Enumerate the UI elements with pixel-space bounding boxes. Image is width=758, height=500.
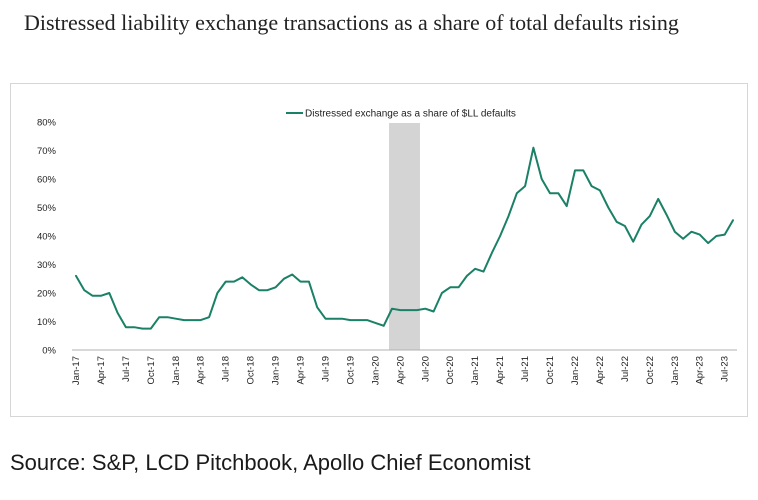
legend-label: Distressed exchange as a share of $LL de… xyxy=(305,109,516,120)
x-tick-label: Oct-21 xyxy=(545,356,556,385)
y-tick-label: 20% xyxy=(37,289,57,300)
y-tick-label: 70% xyxy=(37,146,57,157)
x-tick-label: Apr-19 xyxy=(296,356,307,385)
x-tick-label: Jan-21 xyxy=(470,356,481,385)
x-tick-label: Jul-19 xyxy=(320,356,331,382)
y-tick-label: 0% xyxy=(42,346,56,357)
x-tick-label: Jul-20 xyxy=(420,356,431,382)
x-tick-label: Jul-23 xyxy=(720,356,731,382)
x-tick-label: Jul-18 xyxy=(221,356,232,382)
x-tick-label: Jul-21 xyxy=(520,356,531,382)
y-tick-label: 50% xyxy=(37,203,57,214)
x-tick-label: Jan-20 xyxy=(370,356,381,385)
x-tick-label: Oct-17 xyxy=(146,356,157,385)
x-tick-label: Apr-22 xyxy=(595,356,606,385)
x-tick-label: Apr-20 xyxy=(395,356,406,385)
y-tick-label: 60% xyxy=(37,175,57,186)
x-tick-label: Apr-17 xyxy=(96,356,107,385)
x-tick-label: Jan-22 xyxy=(570,356,581,385)
line-chart: 0% 10% 20% 30% 40% 50% 60% 70% 80% Jan-17 Apr-17 Ju… xyxy=(37,109,737,385)
chart-frame: 0% 10% 20% 30% 40% 50% 60% 70% 80% Jan-17 Apr-17 Ju… xyxy=(10,83,748,417)
x-tick-label: Jan-17 xyxy=(71,356,82,385)
x-tick-label: Oct-22 xyxy=(645,356,656,385)
chart-title: Distressed liability exchange transactio… xyxy=(24,10,679,35)
x-tick-label: Apr-23 xyxy=(695,356,706,385)
x-tick-label: Jan-18 xyxy=(171,356,182,385)
x-tick-label: Jul-22 xyxy=(620,356,631,382)
x-tick-label: Oct-20 xyxy=(445,356,456,385)
recession-band xyxy=(389,123,420,350)
x-tick-label: Apr-18 xyxy=(196,356,207,385)
source-note: Source: S&P, LCD Pitchbook, Apollo Chief… xyxy=(10,450,531,475)
series-line-distressed-exchange xyxy=(75,146,734,330)
x-tick-label: Jul-17 xyxy=(121,356,132,382)
x-tick-label: Jan-19 xyxy=(271,356,282,385)
y-tick-label: 80% xyxy=(37,118,57,129)
y-tick-label: 10% xyxy=(37,317,57,328)
x-tick-label: Oct-18 xyxy=(246,356,257,385)
y-tick-label: 30% xyxy=(37,260,57,271)
x-tick-label: Apr-21 xyxy=(495,356,506,385)
x-tick-label: Jan-23 xyxy=(670,356,681,385)
x-tick-label: Oct-19 xyxy=(345,356,356,385)
y-tick-label: 40% xyxy=(37,232,57,243)
